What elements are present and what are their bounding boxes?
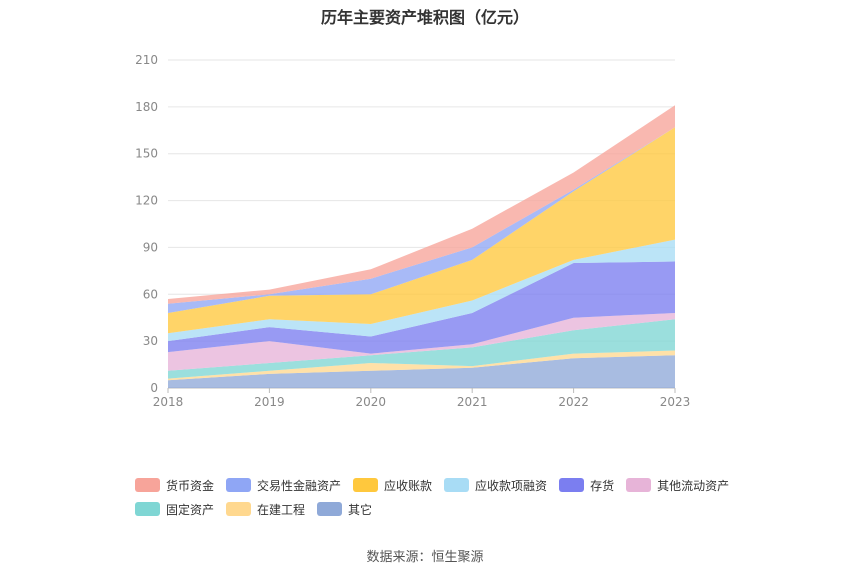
legend-label: 在建工程 — [257, 502, 306, 517]
legend-swatch — [226, 478, 252, 492]
legend: 货币资金 交易性金融资产 应收账款 应收款项融资 存货 其他流动资产 固定资产 在建工程 其它 — [135, 473, 755, 521]
legend-row: 货币资金 交易性金融资产 应收账款 应收款项融资 存货 其他流动资产 — [135, 473, 755, 497]
data-source: 数据来源：恒生聚源 — [366, 550, 484, 565]
legend-label: 应收款项融资 — [475, 478, 548, 493]
stacked-area-chart: 0 30 60 90 120 150 180 210 2018 2019 2020 2021 2022… — [135, 53, 691, 409]
legend-item[interactable]: 交易性金融资产 — [226, 477, 341, 494]
area-交易性金融资产 — [168, 127, 675, 313]
legend-label: 应收账款 — [384, 478, 433, 493]
area-固定资产 — [168, 319, 675, 379]
x-tick-label: 2020 — [356, 395, 387, 409]
y-tick-label: 120 — [135, 194, 158, 208]
legend-item[interactable]: 在建工程 — [226, 501, 305, 518]
legend-item[interactable]: 其他流动资产 — [626, 477, 729, 494]
legend-swatch — [317, 502, 343, 516]
legend-label: 货币资金 — [166, 478, 215, 493]
legend-item[interactable]: 存货 — [559, 477, 614, 494]
legend-swatch — [226, 502, 252, 516]
y-tick-label: 180 — [135, 100, 158, 114]
y-tick-label: 90 — [143, 240, 158, 254]
area-存货 — [168, 261, 675, 354]
area-其他流动资产 — [168, 313, 675, 371]
x-tick-label: 2021 — [457, 395, 488, 409]
x-tick-label: 2018 — [153, 395, 184, 409]
legend-item[interactable]: 其它 — [317, 501, 372, 518]
area-其它 — [168, 355, 675, 388]
legend-item[interactable]: 固定资产 — [135, 501, 214, 518]
area-在建工程 — [168, 350, 675, 381]
legend-label: 存货 — [590, 478, 615, 493]
legend-swatch — [626, 478, 652, 492]
x-tick-label: 2019 — [254, 395, 285, 409]
x-axis-ticks: 2018 2019 2020 2021 2022 2023 — [153, 388, 691, 409]
legend-label: 其他流动资产 — [657, 478, 730, 493]
legend-item[interactable]: 应收账款 — [353, 477, 432, 494]
x-tick-label: 2023 — [660, 395, 691, 409]
legend-label: 其它 — [348, 502, 373, 517]
chart-title: 历年主要资产堆积图（亿元） — [320, 8, 529, 27]
legend-swatch — [353, 478, 379, 492]
legend-item[interactable]: 应收款项融资 — [444, 477, 547, 494]
legend-swatch — [559, 478, 585, 492]
legend-label: 交易性金融资产 — [257, 478, 342, 493]
y-tick-label: 60 — [143, 287, 158, 301]
legend-item[interactable]: 货币资金 — [135, 477, 214, 494]
y-tick-label: 150 — [135, 147, 158, 161]
legend-label: 固定资产 — [166, 502, 215, 517]
legend-swatch — [444, 478, 470, 492]
legend-swatch — [135, 502, 160, 516]
y-tick-label: 0 — [150, 381, 158, 395]
area-应收账款 — [168, 127, 675, 334]
legend-swatch — [135, 478, 160, 492]
x-tick-label: 2022 — [558, 395, 589, 409]
area-series — [168, 105, 675, 388]
y-tick-label: 30 — [143, 334, 158, 348]
y-axis-ticks: 0 30 60 90 120 150 180 210 — [135, 53, 158, 395]
y-tick-label: 210 — [135, 53, 158, 67]
legend-row: 固定资产 在建工程 其它 — [135, 497, 755, 521]
